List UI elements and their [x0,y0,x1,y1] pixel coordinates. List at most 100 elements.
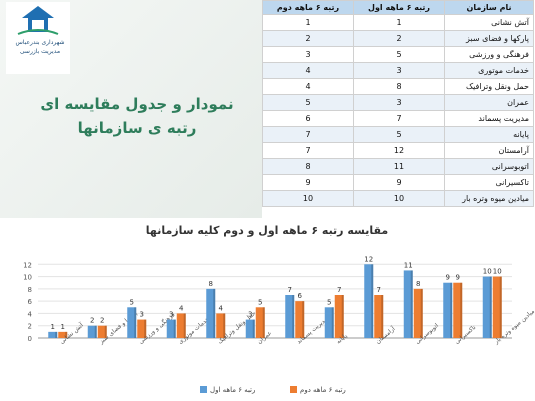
bar-shade [144,319,147,338]
ranking-table: نام سازمان رتبه ۶ ماهه اول رتبه ۶ ماهه د… [262,0,534,207]
bar-shade [341,295,344,338]
comparison-bar-chart: مقایسه رتبه ۶ ماهه اول و دوم کلیه سازمان… [23,224,535,394]
header-name: نام سازمان [444,0,534,15]
data-label: 2 [90,317,94,325]
data-label: 6 [298,292,303,300]
chart-title: مقایسه رتبه ۶ ماهه اول و دوم کلیه سازمان… [146,224,388,237]
bar-shade [252,319,255,338]
bar-shade [381,295,384,338]
cell-first: 1 [353,14,445,31]
table-row: فرهنگی و ورزشی 5 3 [262,46,534,63]
table-row: تاکسیرانی 9 9 [262,174,534,191]
header-second: رتبه ۶ ماهه دوم [262,0,354,15]
data-label: 4 [219,304,224,312]
table-row: آتش نشانی 1 1 [262,14,534,31]
bar-series-1 [482,276,492,338]
data-label: 10 [493,268,502,276]
table-row: پارکها و فضای سبز 2 2 [262,30,534,47]
data-label: 5 [258,298,262,306]
y-tick-label: 10 [23,274,32,282]
bar-shade [262,307,265,338]
cell-first: 8 [353,78,445,95]
slide-title: نمودار و جدول مقایسه ای رتبه ی سازمانها [22,92,252,140]
bar-shade [292,295,295,338]
table-row: خدمات موتوری 3 4 [262,62,534,79]
bar-series-2 [97,325,107,338]
data-label: 7 [337,286,341,294]
header-first: رتبه ۶ ماهه اول [353,0,445,15]
bar-series-1 [245,319,255,338]
bar-shade [499,276,502,338]
cell-second: 1 [262,14,354,31]
cell-name: عمران [444,94,534,111]
cell-second: 3 [262,46,354,63]
cell-second: 6 [262,110,354,127]
bar-shade [213,288,216,338]
table-row: حمل ونقل وترافیک 8 4 [262,78,534,95]
data-label: 8 [209,280,213,288]
data-label: 5 [327,298,331,306]
cell-first: 3 [353,94,445,111]
data-label: 12 [364,255,373,263]
table-row: مدیریت پسماند 7 6 [262,110,534,127]
cell-name: پایانه [444,126,534,143]
cell-first: 7 [353,110,445,127]
bar-series-1 [443,282,453,338]
cell-second: 4 [262,62,354,79]
bar-shade [183,313,186,338]
cell-first: 11 [353,158,445,175]
cell-second: 9 [262,174,354,191]
bar-shade [134,307,137,338]
bar-shade [302,301,305,338]
data-label: 2 [100,317,104,325]
bar-series-2 [334,295,344,338]
legend-label-1: رتبه ۶ ماهه اول [210,386,255,394]
cell-name: آتش نشانی [444,14,534,31]
cell-name: آرامستان [444,142,534,159]
bar-series-1 [48,331,58,338]
bar-series-1 [166,319,176,338]
cell-second: 10 [262,190,354,207]
data-label: 9 [456,274,460,282]
cell-second: 4 [262,78,354,95]
bar-series-2 [374,295,384,338]
data-label: 5 [130,298,134,306]
cell-second: 7 [262,126,354,143]
data-label: 1 [51,323,55,331]
cell-name: مدیریت پسماند [444,110,534,127]
bar-series-2 [137,319,147,338]
bar-series-1 [87,325,97,338]
cell-first: 5 [353,126,445,143]
cell-name: حمل ونقل وترافیک [444,78,534,95]
bar-shade [104,325,107,338]
bar-shade [173,319,176,338]
municipality-logo: شهرداری بندرعباس مدیریت بازرسی [6,2,70,74]
table-row: آرامستان 12 7 [262,142,534,159]
cell-name: خدمات موتوری [444,62,534,79]
cell-second: 8 [262,158,354,175]
y-tick-label: 0 [28,335,32,343]
slide-title-line-2: رتبه ی سازمانها [77,119,197,137]
logo-line-1: شهرداری بندرعباس [15,39,65,46]
data-label: 7 [377,286,381,294]
y-tick-label: 4 [28,310,33,318]
data-label: 10 [483,268,492,276]
bar-series-2 [216,313,226,338]
bar-shade [489,276,492,338]
cell-name: پارکها و فضای سبز [444,30,534,47]
bar-series-2 [255,307,265,338]
bar-shade [55,331,58,338]
bar-series-1 [324,307,334,338]
title-panel: شهرداری بندرعباس مدیریت بازرسی نمودار و … [0,0,262,218]
bar-series-1 [127,307,137,338]
cell-first: 12 [353,142,445,159]
slide-title-line-1: نمودار و جدول مقایسه ای [40,95,234,113]
cell-first: 9 [353,174,445,191]
emblem-icon [17,6,59,35]
bar-series-2 [492,276,502,338]
bar-shade [420,288,423,338]
legend-swatch-1 [200,386,207,393]
cell-first: 3 [353,62,445,79]
bar-shade [331,307,334,338]
bar-series-2 [58,331,68,338]
